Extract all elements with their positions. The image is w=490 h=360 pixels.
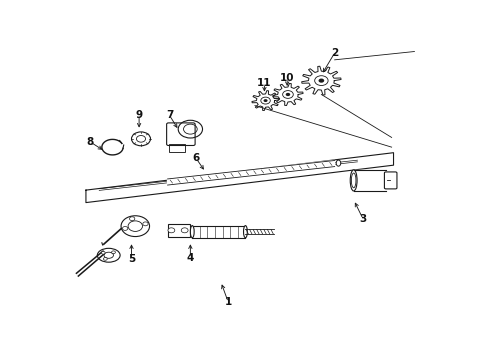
Ellipse shape bbox=[121, 216, 149, 237]
FancyBboxPatch shape bbox=[168, 224, 190, 237]
Circle shape bbox=[264, 99, 268, 102]
Polygon shape bbox=[354, 170, 386, 191]
Text: 5: 5 bbox=[128, 255, 135, 264]
Circle shape bbox=[181, 228, 188, 233]
Circle shape bbox=[129, 217, 135, 221]
Polygon shape bbox=[168, 161, 335, 185]
FancyBboxPatch shape bbox=[385, 172, 397, 189]
Circle shape bbox=[101, 251, 105, 254]
Ellipse shape bbox=[98, 248, 120, 262]
Text: 3: 3 bbox=[360, 214, 367, 224]
Ellipse shape bbox=[190, 226, 194, 238]
Circle shape bbox=[122, 226, 128, 230]
Text: 10: 10 bbox=[280, 73, 294, 83]
Text: 11: 11 bbox=[257, 78, 271, 89]
Text: 9: 9 bbox=[136, 110, 143, 120]
Circle shape bbox=[286, 93, 290, 96]
Text: 8: 8 bbox=[86, 136, 94, 147]
Polygon shape bbox=[86, 153, 393, 203]
Text: 4: 4 bbox=[187, 253, 194, 263]
Circle shape bbox=[143, 222, 148, 226]
Text: 7: 7 bbox=[166, 110, 173, 120]
Circle shape bbox=[318, 78, 324, 83]
Polygon shape bbox=[192, 226, 245, 238]
Ellipse shape bbox=[336, 160, 341, 166]
Circle shape bbox=[112, 251, 115, 254]
Circle shape bbox=[168, 228, 175, 233]
Circle shape bbox=[103, 257, 107, 260]
Ellipse shape bbox=[350, 170, 357, 191]
Text: 2: 2 bbox=[331, 48, 338, 58]
Text: 1: 1 bbox=[225, 297, 232, 307]
Text: 6: 6 bbox=[193, 153, 200, 163]
Ellipse shape bbox=[244, 226, 247, 238]
